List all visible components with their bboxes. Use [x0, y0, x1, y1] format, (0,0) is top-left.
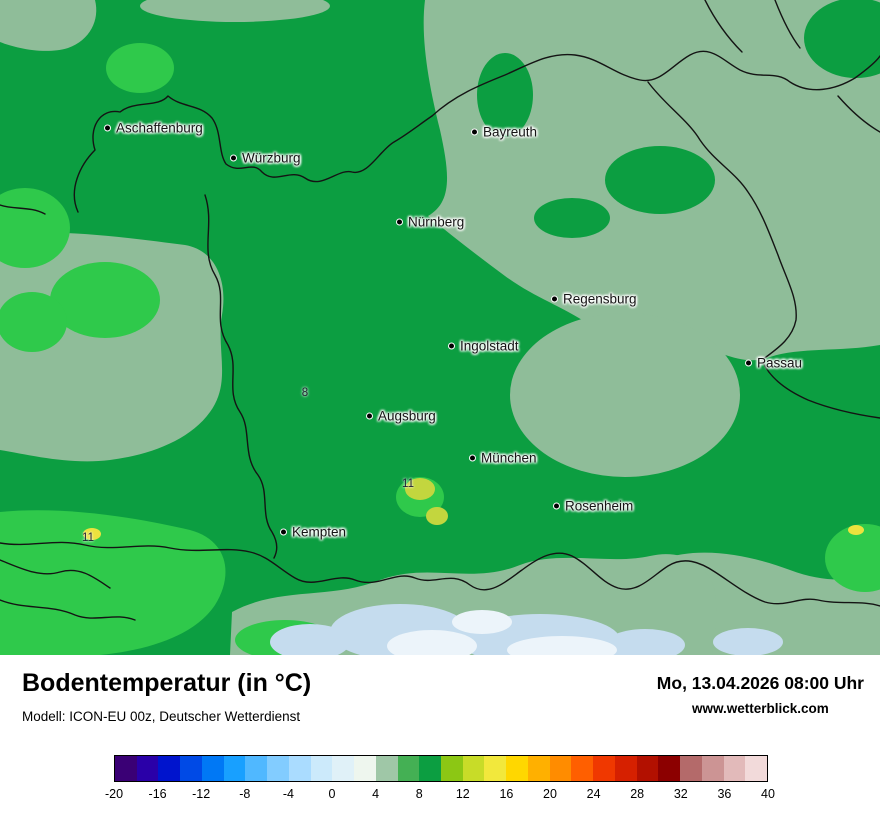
- legend-segment: [267, 756, 289, 781]
- legend-segment: [354, 756, 376, 781]
- legend-segment: [375, 756, 398, 781]
- city-label: Nürnberg: [408, 214, 465, 230]
- city-dot: [366, 412, 373, 420]
- city-label: Passau: [757, 355, 803, 371]
- city-label: Kempten: [292, 524, 347, 540]
- legend-segment: [419, 756, 442, 781]
- city-dot: [745, 359, 752, 367]
- city-dot: [230, 154, 237, 162]
- legend-tick: 4: [372, 787, 380, 801]
- city-marker: Bayreuth: [471, 125, 537, 140]
- legend-segment: [506, 756, 528, 781]
- legend-segment: [245, 756, 268, 781]
- city-label: Regensburg: [563, 291, 637, 307]
- temperature-value-label: 8: [301, 387, 309, 399]
- city-dot: [448, 342, 455, 350]
- city-label: Augsburg: [378, 408, 436, 424]
- datetime-block: Mo, 13.04.2026 08:00 Uhr www.wetterblick…: [657, 673, 864, 716]
- temperature-value-label: 11: [402, 478, 414, 490]
- city-dot: [471, 128, 478, 136]
- city-marker: Aschaffenburg: [104, 121, 203, 136]
- legend-tick: 0: [328, 787, 336, 801]
- legend-tick: -4: [282, 787, 294, 801]
- legend-tick: -20: [104, 787, 124, 801]
- city-marker: Ingolstadt: [448, 339, 519, 354]
- city-marker: Passau: [745, 356, 802, 371]
- city-label: Bayreuth: [483, 124, 538, 140]
- legend-segment: [310, 756, 333, 781]
- legend-tick-labels: -20 -16 -12 -8 -4 0 4 8 12 16 20 24 28 32 36 40: [105, 787, 775, 805]
- legend-segment: [636, 756, 659, 781]
- footer: Bodentemperatur (in °C) Modell: ICON-EU …: [0, 655, 880, 830]
- city-dot: [553, 502, 560, 510]
- city-label: Rosenheim: [565, 498, 634, 514]
- legend-tick: 40: [761, 787, 775, 801]
- legend-tick: 12: [455, 787, 470, 801]
- legend-segment: [223, 756, 246, 781]
- legend-segment: [288, 756, 311, 781]
- legend-tick: 28: [630, 787, 645, 801]
- legend-tick: 36: [717, 787, 732, 801]
- legend-tick: 20: [543, 787, 557, 801]
- legend-tick: -16: [148, 787, 167, 801]
- legend-segment: [484, 756, 507, 781]
- legend-segment: [158, 756, 181, 781]
- legend-segment: [680, 756, 702, 781]
- city-dot: [551, 295, 558, 303]
- map-borders: [0, 0, 880, 621]
- city-dot: [469, 454, 476, 462]
- city-label: Aschaffenburg: [116, 120, 203, 136]
- page-title: Bodentemperatur (in °C): [22, 669, 312, 697]
- model-info: Modell: ICON-EU 00z, Deutscher Wetterdie…: [22, 709, 301, 724]
- legend-segment: [332, 756, 355, 781]
- website-label: www.wetterblick.com: [692, 701, 829, 716]
- legend-segment: [527, 756, 550, 781]
- weather-map: Aschaffenburg Würzburg Bayreuth Nürnberg Reg…: [0, 0, 880, 655]
- city-label: München: [481, 450, 537, 466]
- legend-segment: [441, 756, 463, 781]
- forecast-datetime: Mo, 13.04.2026 08:00 Uhr: [656, 673, 864, 693]
- legend-segment: [201, 756, 224, 781]
- legend-segment: [658, 756, 681, 781]
- legend-segment: [614, 756, 637, 781]
- legend-segment: [180, 756, 202, 781]
- city-marker: Rosenheim: [553, 499, 633, 514]
- legend-color-bar: [114, 755, 768, 782]
- city-dot: [104, 124, 111, 132]
- temperature-value-label: 11: [82, 532, 94, 544]
- city-dot: [396, 218, 403, 226]
- legend-tick: -8: [239, 787, 251, 801]
- legend-segment: [136, 756, 159, 781]
- city-marker: Würzburg: [230, 151, 301, 166]
- legend-tick: -12: [192, 787, 211, 801]
- legend-segment: [701, 756, 724, 781]
- legend-segment: [462, 756, 485, 781]
- map-regions: [0, 0, 880, 655]
- city-marker: Regensburg: [551, 292, 637, 307]
- city-marker: München: [469, 451, 537, 466]
- map-overlay: Aschaffenburg Würzburg Bayreuth Nürnberg Reg…: [82, 121, 802, 545]
- city-marker: Nürnberg: [396, 215, 464, 230]
- legend-segment: [745, 756, 768, 781]
- legend-segment: [723, 756, 746, 781]
- legend-tick: 16: [499, 787, 514, 801]
- city-marker: Kempten: [280, 525, 346, 540]
- legend-tick: 8: [415, 787, 423, 801]
- legend-segment: [593, 756, 615, 781]
- city-dot: [280, 528, 287, 536]
- legend-segment: [549, 756, 572, 781]
- city-label: Würzburg: [242, 150, 301, 166]
- legend-segment: [571, 756, 594, 781]
- temperature-legend: -20 -16 -12 -8 -4 0 4 8 12 16 20 24 28 32 36 40: [105, 755, 775, 805]
- legend-tick: 24: [586, 787, 601, 801]
- legend-tick: 32: [673, 787, 688, 801]
- legend-segment: [115, 756, 137, 781]
- city-label: Ingolstadt: [460, 338, 519, 354]
- legend-segment: [397, 756, 420, 781]
- city-marker: Augsburg: [366, 409, 436, 424]
